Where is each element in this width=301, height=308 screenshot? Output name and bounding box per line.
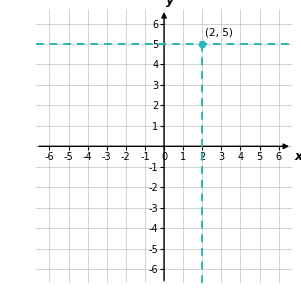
Text: y: y — [166, 0, 174, 7]
Text: x: x — [295, 150, 301, 163]
Text: (2, 5): (2, 5) — [205, 28, 233, 38]
